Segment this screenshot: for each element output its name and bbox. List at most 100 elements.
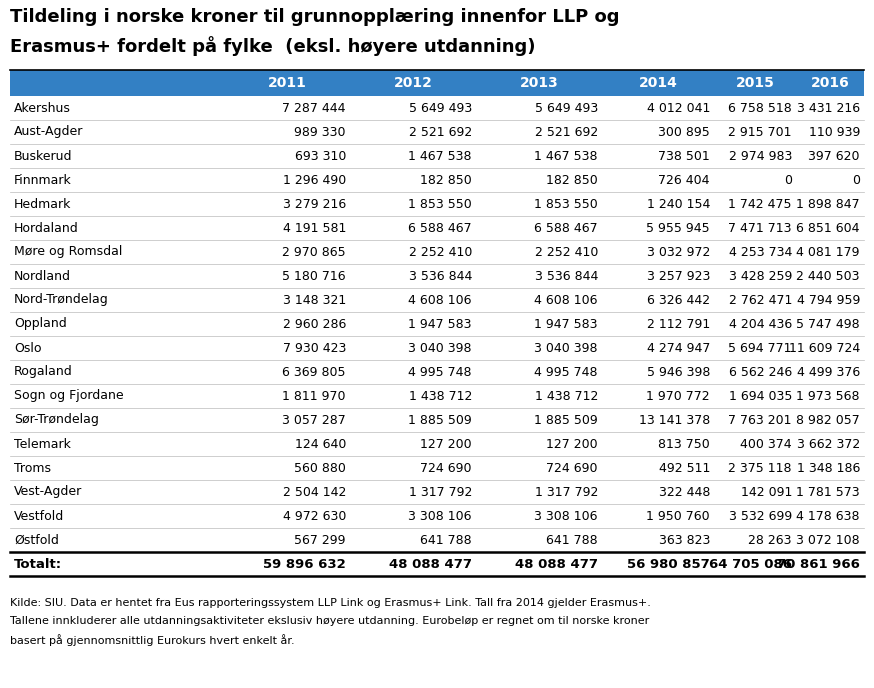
Text: 2014: 2014 — [639, 76, 677, 90]
Text: 2012: 2012 — [393, 76, 433, 90]
Text: 989 330: 989 330 — [295, 125, 346, 138]
Text: 6 851 604: 6 851 604 — [796, 222, 860, 235]
Text: 142 091: 142 091 — [740, 486, 792, 499]
Text: 3 536 844: 3 536 844 — [535, 270, 598, 283]
Text: Aust-Agder: Aust-Agder — [14, 125, 83, 138]
Text: 7 930 423: 7 930 423 — [282, 341, 346, 354]
Text: 2 252 410: 2 252 410 — [409, 246, 472, 259]
Text: 2 960 286: 2 960 286 — [282, 317, 346, 330]
Text: Nordland: Nordland — [14, 270, 71, 283]
Text: Erasmus+ fordelt på fylke  (eksl. høyere utdanning): Erasmus+ fordelt på fylke (eksl. høyere … — [10, 36, 536, 56]
Text: 1 781 573: 1 781 573 — [796, 486, 860, 499]
Text: 3 431 216: 3 431 216 — [797, 102, 860, 114]
Text: 1 973 568: 1 973 568 — [796, 389, 860, 402]
Text: 3 057 287: 3 057 287 — [282, 413, 346, 427]
Text: 4 253 734: 4 253 734 — [729, 246, 792, 259]
Text: 3 148 321: 3 148 321 — [283, 294, 346, 306]
Text: 0: 0 — [852, 173, 860, 186]
Text: 127 200: 127 200 — [420, 438, 472, 451]
Text: 397 620: 397 620 — [808, 149, 860, 162]
Text: 1 885 509: 1 885 509 — [534, 413, 598, 427]
Text: 1 348 186: 1 348 186 — [796, 462, 860, 475]
Text: 2 974 983: 2 974 983 — [729, 149, 792, 162]
Text: 1 317 792: 1 317 792 — [409, 486, 472, 499]
Text: 7 471 713: 7 471 713 — [729, 222, 792, 235]
Text: 1 694 035: 1 694 035 — [729, 389, 792, 402]
Text: 182 850: 182 850 — [546, 173, 598, 186]
Text: 48 088 477: 48 088 477 — [389, 557, 472, 570]
Text: 124 640: 124 640 — [295, 438, 346, 451]
Text: 693 310: 693 310 — [295, 149, 346, 162]
Text: Kilde: SIU. Data er hentet fra Eus rapporteringssystem LLP Link og Erasmus+ Link: Kilde: SIU. Data er hentet fra Eus rappo… — [10, 598, 651, 608]
Text: 59 896 632: 59 896 632 — [263, 557, 346, 570]
Text: Vest-Agder: Vest-Agder — [14, 486, 82, 499]
Text: 5 649 493: 5 649 493 — [535, 102, 598, 114]
Text: 4 794 959: 4 794 959 — [796, 294, 860, 306]
Text: 726 404: 726 404 — [658, 173, 710, 186]
Text: 2 504 142: 2 504 142 — [282, 486, 346, 499]
Text: 6 588 467: 6 588 467 — [534, 222, 598, 235]
Text: Akershus: Akershus — [14, 102, 71, 114]
Text: 182 850: 182 850 — [420, 173, 472, 186]
Text: 724 690: 724 690 — [546, 462, 598, 475]
Text: 2015: 2015 — [736, 76, 774, 90]
Text: 1 947 583: 1 947 583 — [408, 317, 472, 330]
Text: Hordaland: Hordaland — [14, 222, 79, 235]
Text: 1 240 154: 1 240 154 — [647, 197, 710, 211]
Text: 2 375 118: 2 375 118 — [729, 462, 792, 475]
Text: 2 112 791: 2 112 791 — [647, 317, 710, 330]
Text: 1 950 760: 1 950 760 — [647, 510, 710, 522]
Text: 1 742 475: 1 742 475 — [729, 197, 792, 211]
Text: 1 885 509: 1 885 509 — [408, 413, 472, 427]
Text: 70 861 966: 70 861 966 — [777, 557, 860, 570]
Text: 3 662 372: 3 662 372 — [797, 438, 860, 451]
Text: basert på gjennomsnittlig Eurokurs hvert enkelt år.: basert på gjennomsnittlig Eurokurs hvert… — [10, 634, 295, 646]
Text: Tildeling i norske kroner til grunnopplæring innenfor LLP og: Tildeling i norske kroner til grunnopplæ… — [10, 8, 620, 26]
Text: 641 788: 641 788 — [546, 533, 598, 546]
Text: 1 947 583: 1 947 583 — [535, 317, 598, 330]
Text: 4 995 748: 4 995 748 — [535, 365, 598, 378]
Text: 13 141 378: 13 141 378 — [639, 413, 710, 427]
Text: 4 274 947: 4 274 947 — [647, 341, 710, 354]
Text: 64 705 086: 64 705 086 — [709, 557, 792, 570]
Text: 3 279 216: 3 279 216 — [283, 197, 346, 211]
Text: 4 178 638: 4 178 638 — [796, 510, 860, 522]
Text: 4 081 179: 4 081 179 — [796, 246, 860, 259]
Text: 3 308 106: 3 308 106 — [408, 510, 472, 522]
Text: 4 204 436: 4 204 436 — [729, 317, 792, 330]
Text: 4 995 748: 4 995 748 — [408, 365, 472, 378]
Text: 4 608 106: 4 608 106 — [408, 294, 472, 306]
Text: 400 374: 400 374 — [740, 438, 792, 451]
Text: 560 880: 560 880 — [295, 462, 346, 475]
Text: 3 040 398: 3 040 398 — [535, 341, 598, 354]
Text: 3 532 699: 3 532 699 — [729, 510, 792, 522]
Text: Rogaland: Rogaland — [14, 365, 73, 378]
Text: 8 982 057: 8 982 057 — [796, 413, 860, 427]
Text: Oppland: Oppland — [14, 317, 66, 330]
Text: 1 853 550: 1 853 550 — [408, 197, 472, 211]
Text: 1 467 538: 1 467 538 — [408, 149, 472, 162]
Text: 4 972 630: 4 972 630 — [282, 510, 346, 522]
Text: 6 588 467: 6 588 467 — [408, 222, 472, 235]
Text: 5 747 498: 5 747 498 — [796, 317, 860, 330]
Text: 1 438 712: 1 438 712 — [535, 389, 598, 402]
Text: 1 853 550: 1 853 550 — [534, 197, 598, 211]
Text: 2 440 503: 2 440 503 — [796, 270, 860, 283]
Text: Tallene innkluderer alle utdanningsaktiviteter ekslusiv høyere utdanning. Eurobe: Tallene innkluderer alle utdanningsaktiv… — [10, 616, 649, 626]
Text: Vestfold: Vestfold — [14, 510, 65, 522]
Text: 0: 0 — [784, 173, 792, 186]
Text: 1 898 847: 1 898 847 — [796, 197, 860, 211]
Text: 813 750: 813 750 — [658, 438, 710, 451]
Text: 3 032 972: 3 032 972 — [647, 246, 710, 259]
Text: 2016: 2016 — [810, 76, 850, 90]
Text: 1 811 970: 1 811 970 — [282, 389, 346, 402]
Text: 5 955 945: 5 955 945 — [647, 222, 710, 235]
Text: 11 609 724: 11 609 724 — [788, 341, 860, 354]
Text: 4 499 376: 4 499 376 — [797, 365, 860, 378]
Text: 300 895: 300 895 — [658, 125, 710, 138]
Text: 5 180 716: 5 180 716 — [282, 270, 346, 283]
Text: 56 980 857: 56 980 857 — [628, 557, 710, 570]
Text: 1 970 772: 1 970 772 — [647, 389, 710, 402]
Text: 7 287 444: 7 287 444 — [282, 102, 346, 114]
Text: 28 263: 28 263 — [748, 533, 792, 546]
